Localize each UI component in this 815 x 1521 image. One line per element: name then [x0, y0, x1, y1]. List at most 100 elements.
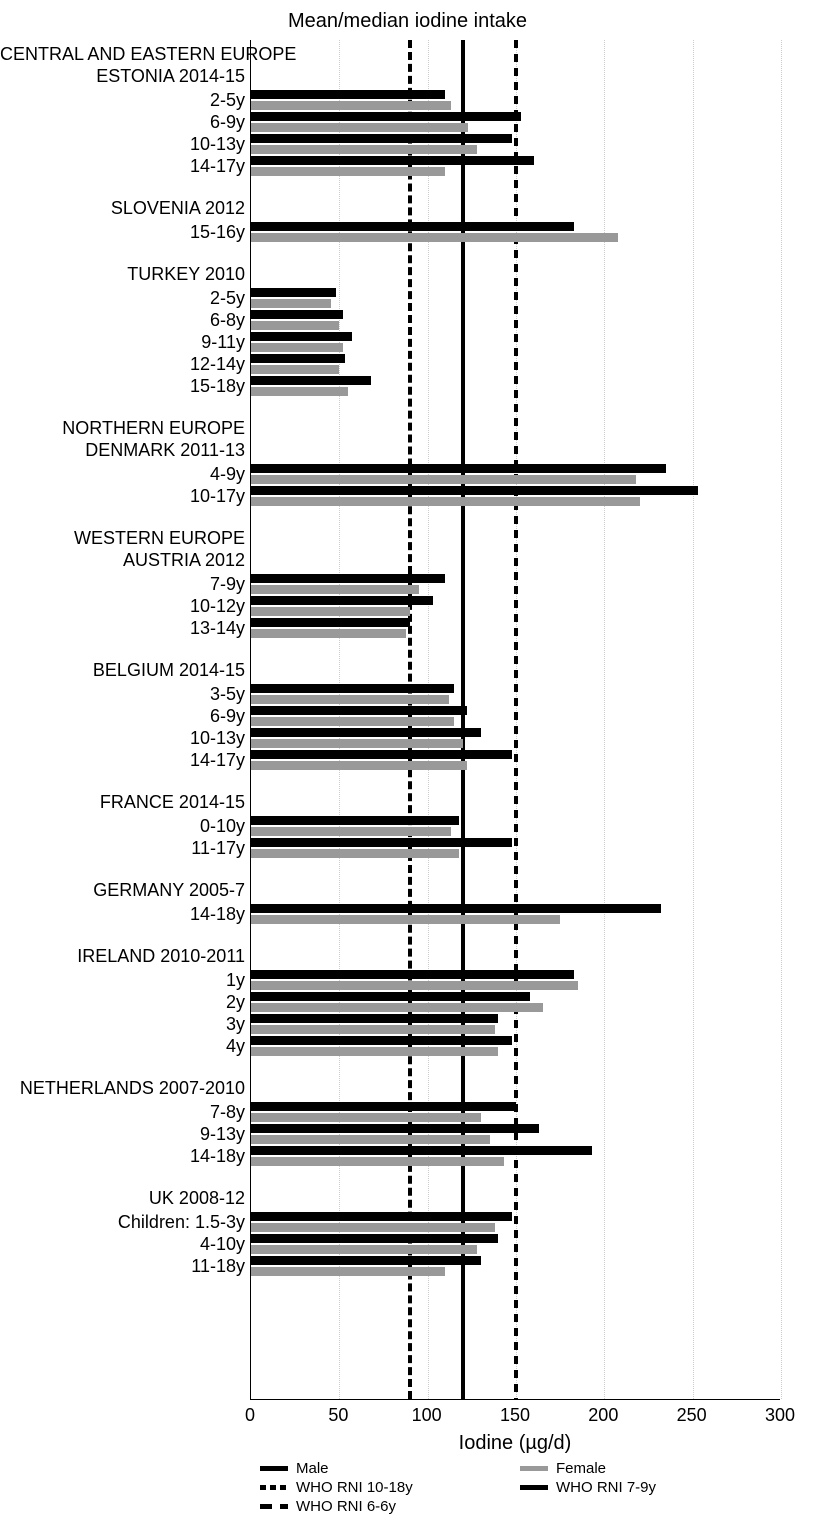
male-bar: [251, 838, 512, 847]
group-header: FRANCE 2014-15: [0, 792, 245, 813]
male-bar: [251, 1014, 498, 1023]
x-tick-label: 150: [495, 1405, 535, 1426]
male-bar: [251, 1234, 498, 1243]
male-bar: [251, 376, 371, 385]
legend-rni-10-18: WHO RNI 10-18y: [260, 1479, 520, 1496]
male-bar: [251, 596, 433, 605]
female-bar: [251, 717, 454, 726]
legend-male-label: Male: [296, 1460, 329, 1477]
group-header: IRELAND 2010-2011: [0, 946, 245, 967]
legend: Male Female WHO RNI 10-18y WHO RNI 7-9y …: [260, 1460, 800, 1517]
x-tick-label: 200: [583, 1405, 623, 1426]
male-bar: [251, 706, 467, 715]
age-label: 6-9y: [0, 112, 245, 133]
male-bar: [251, 134, 512, 143]
female-bar: [251, 695, 449, 704]
female-bar: [251, 629, 406, 638]
age-label: 10-12y: [0, 596, 245, 617]
gridline: [604, 40, 605, 1399]
age-label: Children: 1.5-3y: [0, 1212, 245, 1233]
age-label: 6-8y: [0, 310, 245, 331]
female-bar: [251, 607, 410, 616]
legend-male: Male: [260, 1460, 520, 1477]
female-bar: [251, 1113, 481, 1122]
female-bar: [251, 497, 640, 506]
swatch-male: [260, 1466, 288, 1471]
female-bar: [251, 1025, 495, 1034]
age-label: 11-18y: [0, 1256, 245, 1277]
swatch-dash-long-icon: [260, 1504, 288, 1509]
male-bar: [251, 354, 345, 363]
legend-rni-10-18-label: WHO RNI 10-18y: [296, 1479, 413, 1496]
group-header: BELGIUM 2014-15: [0, 660, 245, 681]
age-label: 2y: [0, 992, 245, 1013]
legend-female: Female: [520, 1460, 780, 1477]
male-bar: [251, 1102, 516, 1111]
age-label: 6-9y: [0, 706, 245, 727]
x-tick-label: 100: [407, 1405, 447, 1426]
female-bar: [251, 1157, 504, 1166]
age-label: 13-14y: [0, 618, 245, 639]
age-label: 14-18y: [0, 904, 245, 925]
age-label: 14-17y: [0, 750, 245, 771]
swatch-female: [520, 1466, 548, 1471]
plot-area: [250, 40, 780, 1400]
female-bar: [251, 233, 618, 242]
female-bar: [251, 1267, 445, 1276]
female-bar: [251, 1223, 495, 1232]
group-header: SLOVENIA 2012: [0, 198, 245, 219]
reference-line: [461, 40, 465, 1399]
female-bar: [251, 167, 445, 176]
group-header: DENMARK 2011-13: [0, 440, 245, 461]
female-bar: [251, 145, 477, 154]
age-label: 15-16y: [0, 222, 245, 243]
female-bar: [251, 1003, 543, 1012]
female-bar: [251, 1245, 477, 1254]
chart-container: Mean/median iodine intake Iodine (µg/d) …: [0, 0, 815, 1521]
male-bar: [251, 222, 574, 231]
region-header: CENTRAL AND EASTERN EUROPE: [0, 44, 245, 65]
male-bar: [251, 112, 521, 121]
legend-rni-6-6: WHO RNI 6-6y: [260, 1498, 520, 1515]
age-label: 11-17y: [0, 838, 245, 859]
group-header: NETHERLANDS 2007-2010: [0, 1078, 245, 1099]
x-tick-label: 300: [760, 1405, 800, 1426]
group-header: TURKEY 2010: [0, 264, 245, 285]
age-label: 10-13y: [0, 134, 245, 155]
age-label: 0-10y: [0, 816, 245, 837]
age-label: 2-5y: [0, 90, 245, 111]
male-bar: [251, 728, 481, 737]
age-label: 7-8y: [0, 1102, 245, 1123]
male-bar: [251, 90, 445, 99]
male-bar: [251, 970, 574, 979]
female-bar: [251, 101, 451, 110]
male-bar: [251, 618, 410, 627]
male-bar: [251, 1146, 592, 1155]
female-bar: [251, 1047, 498, 1056]
male-bar: [251, 1256, 481, 1265]
male-bar: [251, 332, 352, 341]
female-bar: [251, 387, 348, 396]
male-bar: [251, 1124, 539, 1133]
age-label: 10-13y: [0, 728, 245, 749]
male-bar: [251, 992, 530, 1001]
female-bar: [251, 123, 468, 132]
reference-line: [514, 40, 518, 1399]
female-bar: [251, 761, 467, 770]
male-bar: [251, 156, 534, 165]
legend-rni-7-9-label: WHO RNI 7-9y: [556, 1479, 656, 1496]
female-bar: [251, 1135, 490, 1144]
female-bar: [251, 827, 451, 836]
male-bar: [251, 464, 666, 473]
female-bar: [251, 299, 331, 308]
swatch-dash-short-icon: [260, 1485, 288, 1490]
age-label: 3-5y: [0, 684, 245, 705]
male-bar: [251, 310, 343, 319]
male-bar: [251, 574, 445, 583]
gridline: [693, 40, 694, 1399]
age-label: 4-9y: [0, 464, 245, 485]
male-bar: [251, 684, 454, 693]
x-axis-title: Iodine (µg/d): [250, 1432, 780, 1455]
region-header: WESTERN EUROPE: [0, 528, 245, 549]
male-bar: [251, 904, 661, 913]
